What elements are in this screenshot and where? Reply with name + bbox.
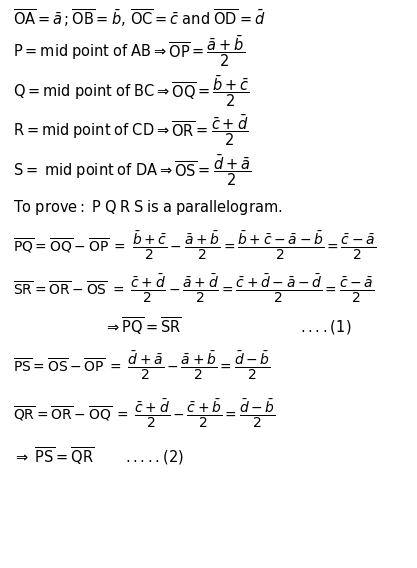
Text: $\mathrm{....(1)}$: $\mathrm{....(1)}$ xyxy=(300,318,352,336)
Text: $\mathrm{To\;prove:\;P\;Q\;R\;S\;is\;a\;parallelogram.}$: $\mathrm{To\;prove:\;P\;Q\;R\;S\;is\;a\;… xyxy=(13,198,282,218)
Text: $\overline{\mathrm{OA}} = \bar{a}\,;\overline{\mathrm{OB}} = \bar{b},\,\overline: $\overline{\mathrm{OA}} = \bar{a}\,;\ove… xyxy=(13,7,265,29)
Text: $\Rightarrow\;\overline{\mathrm{PS}}=\overline{\mathrm{QR}}$: $\Rightarrow\;\overline{\mathrm{PS}}=\ov… xyxy=(13,446,94,469)
Text: $\mathrm{Q = mid\;point\;of\;BC} \Rightarrow \overline{\mathrm{OQ}} = \dfrac{\ba: $\mathrm{Q = mid\;point\;of\;BC} \Righta… xyxy=(13,73,249,108)
Text: $\overline{\mathrm{PS}}=\overline{\mathrm{OS}}-\overline{\mathrm{OP}}\;=\;\dfrac: $\overline{\mathrm{PS}}=\overline{\mathr… xyxy=(13,350,270,382)
Text: $\Rightarrow \overline{\mathrm{PQ}}=\overline{\mathrm{SR}}$: $\Rightarrow \overline{\mathrm{PQ}}=\ove… xyxy=(104,315,182,338)
Text: $\mathrm{.....(2)}$: $\mathrm{.....(2)}$ xyxy=(125,448,184,466)
Text: $\overline{\mathrm{SR}}=\overline{\mathrm{OR}}-\overline{\mathrm{OS}}\;=\;\dfrac: $\overline{\mathrm{SR}}=\overline{\mathr… xyxy=(13,273,374,304)
Text: $\mathrm{P = mid\;point\;of\;AB} \Rightarrow \overline{\mathrm{OP}} = \dfrac{\ba: $\mathrm{P = mid\;point\;of\;AB} \Righta… xyxy=(13,34,245,69)
Text: $\mathrm{S =\; mid\;point\;of\;DA} \Rightarrow \overline{\mathrm{OS}} = \dfrac{\: $\mathrm{S =\; mid\;point\;of\;DA} \Righ… xyxy=(13,153,251,188)
Text: $\mathrm{R = mid\;point\;of\;CD} \Rightarrow \overline{\mathrm{OR}} = \dfrac{\ba: $\mathrm{R = mid\;point\;of\;CD} \Righta… xyxy=(13,113,248,148)
Text: $\overline{\mathrm{PQ}}=\overline{\mathrm{OQ}}-\overline{\mathrm{OP}}\;=\;\dfrac: $\overline{\mathrm{PQ}}=\overline{\mathr… xyxy=(13,230,376,262)
Text: $\overline{\mathrm{QR}}=\overline{\mathrm{OR}}-\overline{\mathrm{OQ}}\;=\;\dfrac: $\overline{\mathrm{QR}}=\overline{\mathr… xyxy=(13,398,275,429)
